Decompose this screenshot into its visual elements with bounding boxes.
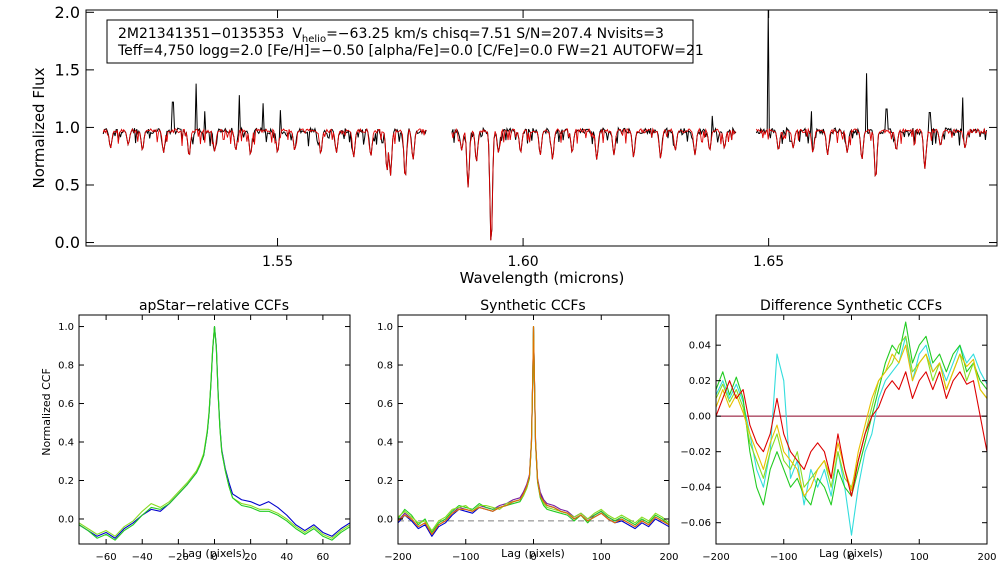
synthetic-ccf-panel: −200 −100 0 100 200 0.0 0.2 0.4 0.6 0.8 1.0 Synthe…: [377, 298, 678, 563]
y-tick-label: 1.0: [377, 322, 393, 333]
y-tick-label: −0.06: [680, 518, 711, 529]
x-tick-label: 200: [977, 552, 996, 563]
y-tick-label: 0.02: [689, 376, 711, 387]
difference-ccf-panel: −200 −100 0 100 200 −0.06 −0.04 −0.02 0.00 0.02 0.…: [680, 298, 996, 563]
y-tick-label: 0.6: [58, 399, 74, 410]
apstar-ccf-title: apStar−relative CCFs: [139, 298, 289, 314]
info-line-1: 2M21341351−0135353 Vhelio=−63.25 km/s chi…: [118, 26, 664, 45]
x-tick-label: −200: [384, 552, 411, 563]
vhelio-subscript: helio: [302, 34, 326, 45]
x-tick-label: 0: [848, 552, 854, 563]
difference-ccf-xlabel: Lag (pixels): [819, 547, 883, 560]
x-tick-label: 0: [211, 552, 217, 563]
star-params-1: =−63.25 km/s chisq=7.51 S/N=207.4 Nvisit…: [326, 26, 664, 42]
info-box-frame: [106, 19, 694, 64]
x-tick-label: 1.60: [507, 254, 538, 270]
y-tick-label: 0.04: [689, 341, 711, 352]
synthetic-ccf-ticks: −200 −100 0 100 200 0.0 0.2 0.4 0.6 0.8 1.0: [377, 315, 679, 563]
spectrum-xlabel: Wavelength (microns): [460, 269, 625, 287]
y-tick-label: 0.6: [377, 399, 393, 410]
spectrum-panel: 1.55 1.60 1.65 0.0 0.5 1.0 1.5 2.0 2M21341351−0…: [30, 3, 998, 287]
x-tick-label: 0: [530, 552, 536, 563]
y-tick-label: −0.04: [680, 483, 711, 494]
x-tick-label: −40: [132, 552, 153, 563]
y-tick-label: 0.5: [55, 176, 80, 195]
x-tick-label: −200: [702, 552, 729, 563]
y-tick-label: 0.0: [55, 233, 80, 252]
synthetic-ccf-xlabel: Lag (pixels): [501, 547, 565, 560]
x-tick-label: 100: [592, 552, 611, 563]
x-tick-label: 40: [280, 552, 293, 563]
x-tick-label: 1.55: [262, 254, 293, 270]
y-tick-label: 0.2: [377, 476, 393, 487]
diff-4-ccf-line: [715, 344, 988, 497]
y-tick-label: 0.8: [377, 361, 393, 372]
difference-ccf-plot-area: [715, 321, 988, 536]
synthetic-ccf-title: Synthetic CCFs: [480, 298, 585, 314]
y-tick-label: 0.0: [377, 514, 393, 525]
apstar-ccf-ticks: −60 −40 −20 0 20 40 60 0.0 0.2 0.4 0.6 0.8 1.0: [58, 315, 350, 563]
y-tick-label: 1.0: [55, 118, 80, 137]
observed-spectrum-line: [755, 9, 987, 177]
visit-2-ccf-line: [78, 326, 351, 539]
spectrum-ylabel: Normalized Flux: [30, 67, 48, 188]
y-tick-label: 0.2: [58, 476, 74, 487]
x-tick-label: −60: [96, 552, 117, 563]
difference-ccf-title: Difference Synthetic CCFs: [760, 298, 942, 314]
star-id: 2M21341351−0135353: [118, 26, 284, 42]
apstar-ccf-panel: −60 −40 −20 0 20 40 60 0.0 0.2 0.4 0.6 0.8 1.0 apSta…: [40, 298, 351, 563]
apstar-ccf-frame: [78, 314, 351, 545]
spectrum-info-box: 2M21341351−0135353 Vhelio=−63.25 km/s chi…: [106, 19, 704, 64]
visit-1-ccf-line: [78, 326, 351, 539]
x-tick-label: 20: [244, 552, 257, 563]
diff-2-ccf-line: [715, 321, 988, 506]
y-tick-label: 0.4: [58, 438, 74, 449]
model-spectrum-line: [102, 128, 427, 176]
x-tick-label: −100: [452, 552, 479, 563]
x-tick-label: 60: [317, 552, 330, 563]
model-spectrum-line: [451, 127, 737, 241]
diff-1-ccf-line: [715, 335, 988, 536]
model-spectrum-line: [755, 127, 987, 177]
spectrum-frame: [85, 9, 998, 247]
x-tick-label: −20: [168, 552, 189, 563]
y-tick-label: 0.0: [58, 514, 74, 525]
spectrum-plot-area: [102, 9, 987, 241]
diff-5-ccf-line: [715, 371, 988, 497]
template-5-ccf-line: [397, 326, 670, 535]
diff-3-ccf-line: [715, 335, 988, 488]
visit-3-ccf-line: [78, 326, 351, 541]
y-tick-label: 0.00: [689, 412, 711, 423]
apstar-ccf-xlabel: Lag (pixels): [182, 547, 246, 560]
vhelio-symbol: V: [292, 26, 302, 42]
y-tick-label: 1.5: [55, 60, 80, 79]
synthetic-ccf-plot-area: [397, 326, 670, 537]
x-tick-label: 200: [659, 552, 678, 563]
x-tick-label: 100: [910, 552, 929, 563]
y-tick-label: 0.4: [377, 438, 393, 449]
y-tick-label: 1.0: [58, 322, 74, 333]
info-line-2: Teff=4,750 logg=2.0 [Fe/H]=−0.50 [alpha/…: [117, 43, 704, 59]
apstar-ccf-plot-area: [78, 326, 351, 541]
apstar-ccf-ylabel: Normalized CCF: [40, 368, 53, 456]
spectrum-ticks: 1.55 1.60 1.65 0.0 0.5 1.0 1.5 2.0: [55, 3, 997, 270]
x-tick-label: 1.65: [753, 254, 784, 270]
y-tick-label: −0.02: [680, 447, 711, 458]
x-tick-label: −100: [770, 552, 797, 563]
difference-ccf-frame: [715, 314, 988, 545]
y-tick-label: 2.0: [55, 3, 80, 22]
difference-ccf-ticks: −200 −100 0 100 200 −0.06 −0.04 −0.02 0.00 0.02 0.…: [680, 315, 997, 563]
y-tick-label: 0.8: [58, 361, 74, 372]
